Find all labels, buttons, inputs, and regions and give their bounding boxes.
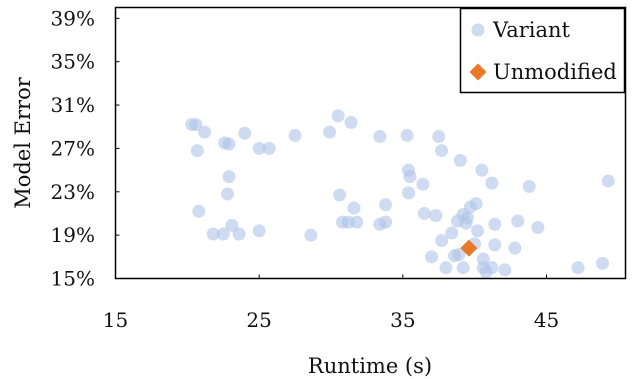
y-tick-label-0: 15% bbox=[51, 267, 95, 291]
legend-label-variant: Variant bbox=[492, 18, 571, 42]
variant-point-34 bbox=[459, 216, 473, 230]
variant-point-60 bbox=[488, 238, 502, 252]
variant-point-22 bbox=[222, 170, 236, 184]
legend: Variant Unmodified bbox=[459, 7, 626, 94]
x-axis-ticks: 15 25 35 45 bbox=[103, 274, 559, 332]
x-tick-label-2: 35 bbox=[390, 308, 415, 332]
variant-point-5 bbox=[222, 137, 236, 151]
variant-point-23 bbox=[221, 187, 235, 201]
y-tick-label-5: 35% bbox=[51, 50, 95, 74]
variant-point-20 bbox=[403, 170, 417, 184]
variant-point-14 bbox=[400, 128, 414, 142]
variant-point-7 bbox=[252, 141, 266, 155]
legend-label-unmodified: Unmodified bbox=[493, 60, 617, 84]
variant-point-9 bbox=[288, 128, 302, 142]
variant-point-38 bbox=[488, 217, 502, 231]
y-tick-label-2: 23% bbox=[51, 180, 95, 204]
y-tick-label-4: 31% bbox=[51, 93, 95, 117]
variant-point-68 bbox=[485, 261, 499, 275]
variant-point-10 bbox=[323, 125, 337, 139]
variant-point-64 bbox=[456, 261, 470, 275]
variant-point-58 bbox=[452, 248, 466, 262]
variant-point-56 bbox=[445, 226, 459, 240]
variant-point-12 bbox=[344, 115, 358, 129]
variant-point-70 bbox=[571, 261, 585, 275]
variant-point-52 bbox=[350, 215, 364, 229]
variant-point-24 bbox=[192, 204, 206, 218]
variant-point-45 bbox=[206, 227, 220, 241]
x-tick-label-0: 15 bbox=[103, 308, 128, 332]
y-tick-label-6: 39% bbox=[51, 6, 95, 30]
variant-point-2 bbox=[190, 144, 204, 158]
variant-point-18 bbox=[475, 163, 489, 177]
variant-point-15 bbox=[432, 129, 446, 143]
variant-point-63 bbox=[439, 261, 453, 275]
variant-point-62 bbox=[425, 250, 439, 264]
x-axis-label: Runtime (s) bbox=[308, 354, 432, 378]
variant-point-27 bbox=[379, 198, 393, 212]
variant-point-17 bbox=[453, 153, 467, 167]
variant-point-44 bbox=[225, 218, 239, 232]
variant-point-1 bbox=[189, 118, 203, 132]
variant-point-30 bbox=[429, 209, 443, 223]
variant-point-36 bbox=[469, 197, 483, 211]
variant-point-29 bbox=[417, 206, 431, 220]
y-tick-label-3: 27% bbox=[51, 136, 95, 160]
variant-point-42 bbox=[531, 221, 545, 235]
variant-point-3 bbox=[198, 125, 212, 139]
variant-point-40 bbox=[511, 214, 525, 228]
legend-box bbox=[459, 7, 626, 94]
variant-point-37 bbox=[471, 224, 485, 238]
legend-marker-unmodified bbox=[469, 63, 487, 81]
x-tick-label-1: 25 bbox=[246, 308, 271, 332]
variant-point-46 bbox=[216, 227, 230, 241]
x-tick-label-3: 45 bbox=[534, 308, 559, 332]
plot-frame bbox=[114, 6, 627, 280]
variant-point-21 bbox=[416, 177, 430, 191]
variant-point-43 bbox=[601, 174, 615, 188]
variant-point-49 bbox=[304, 228, 318, 242]
variant-point-13 bbox=[373, 129, 387, 143]
variant-point-55 bbox=[435, 234, 449, 248]
variant-point-71 bbox=[596, 256, 610, 270]
variant-point-25 bbox=[333, 188, 347, 202]
unmodified-point-0 bbox=[460, 239, 478, 257]
variant-point-54 bbox=[379, 215, 393, 229]
y-tick-label-1: 19% bbox=[51, 223, 95, 247]
y-axis-label: Model Error bbox=[11, 76, 35, 208]
variant-point-26 bbox=[347, 201, 361, 215]
variant-point-16 bbox=[435, 144, 449, 158]
variant-point-8 bbox=[262, 141, 276, 155]
y-axis-ticks: 15% 19% 23% 27% 31% 35% 39% bbox=[51, 6, 120, 291]
variant-point-11 bbox=[331, 109, 345, 123]
points-layer bbox=[185, 109, 615, 279]
variant-point-39 bbox=[485, 176, 499, 190]
variant-point-28 bbox=[402, 186, 416, 200]
variant-point-48 bbox=[252, 224, 266, 238]
legend-marker-variant bbox=[471, 23, 485, 37]
variant-point-61 bbox=[508, 241, 522, 255]
variant-point-41 bbox=[522, 179, 536, 193]
variant-point-6 bbox=[238, 126, 252, 140]
variant-point-47 bbox=[232, 227, 246, 241]
variant-point-69 bbox=[498, 263, 512, 277]
